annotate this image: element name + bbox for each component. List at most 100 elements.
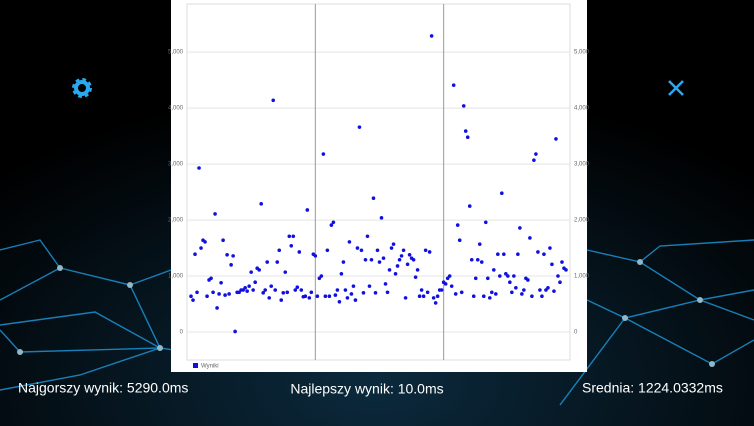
data-point <box>546 285 550 290</box>
data-point <box>423 248 428 253</box>
data-point <box>534 152 538 156</box>
data-point <box>305 208 310 212</box>
data-point <box>528 236 532 240</box>
data-point <box>249 270 253 274</box>
data-point <box>556 274 560 278</box>
data-point <box>205 294 209 298</box>
data-point <box>285 290 290 295</box>
data-point <box>287 234 292 239</box>
data-point <box>469 258 474 262</box>
data-point <box>391 242 396 246</box>
data-point <box>251 288 255 292</box>
data-point <box>443 282 448 286</box>
data-point <box>191 298 195 302</box>
data-point <box>345 296 350 300</box>
data-point <box>395 264 400 268</box>
data-point <box>520 292 524 296</box>
data-point <box>508 280 512 284</box>
data-point <box>327 294 332 298</box>
data-point <box>512 274 516 278</box>
data-point <box>315 294 320 298</box>
data-point <box>259 202 263 206</box>
data-point <box>381 256 386 260</box>
data-point <box>245 289 249 293</box>
legend-label: Wyniki <box>201 364 219 370</box>
data-point <box>425 290 430 295</box>
data-point <box>407 252 412 257</box>
data-point <box>526 278 530 282</box>
data-point <box>487 296 492 300</box>
worst-score: Najgorszy wynik: 5290.0ms <box>18 380 188 396</box>
data-point <box>223 293 227 297</box>
data-point <box>335 288 340 292</box>
data-point <box>247 284 251 288</box>
data-point <box>269 284 274 288</box>
data-point <box>325 248 330 253</box>
data-point <box>518 226 522 230</box>
data-point <box>309 290 314 295</box>
data-point <box>373 291 378 295</box>
data-point <box>263 288 268 292</box>
data-point <box>217 292 221 296</box>
close-stroke <box>668 80 684 96</box>
data-point <box>349 292 354 296</box>
data-point <box>552 289 556 293</box>
close-button[interactable] <box>668 80 684 96</box>
data-point <box>211 290 215 295</box>
data-point <box>496 252 500 257</box>
data-point <box>463 129 468 133</box>
y-tick-label: 5,000 <box>168 50 184 56</box>
data-point <box>225 252 229 257</box>
data-point <box>413 275 418 279</box>
data-point <box>375 248 380 253</box>
average-score: Srednia: 1224.0332ms <box>582 380 723 396</box>
data-point <box>231 254 235 258</box>
data-point <box>379 216 384 220</box>
data-point <box>189 294 193 298</box>
data-point <box>498 274 502 278</box>
data-point <box>275 260 280 264</box>
data-point <box>343 288 348 292</box>
data-point <box>433 301 438 305</box>
network-nodes <box>17 259 715 367</box>
data-point <box>279 298 284 302</box>
data-point <box>419 288 424 292</box>
data-point <box>429 34 434 38</box>
data-point <box>530 294 534 298</box>
data-point <box>367 284 372 288</box>
chart-panel <box>171 0 587 372</box>
data-point <box>331 220 336 225</box>
data-point <box>431 296 436 300</box>
plot-area <box>186 3 571 361</box>
data-point <box>341 260 346 264</box>
data-point <box>421 294 426 298</box>
data-point <box>365 234 370 239</box>
data-point <box>195 290 199 295</box>
settings-button[interactable] <box>72 78 92 98</box>
data-point <box>281 291 286 295</box>
data-point <box>451 83 456 87</box>
data-point <box>321 152 326 156</box>
data-point <box>197 166 201 170</box>
data-point <box>323 294 328 298</box>
data-point <box>303 294 308 298</box>
data-point <box>492 268 496 272</box>
y-tick-label: 0 <box>180 330 184 336</box>
data-point <box>389 246 394 250</box>
data-point <box>253 280 257 284</box>
data-point <box>502 252 506 257</box>
data-point <box>297 250 302 254</box>
data-point <box>405 262 410 267</box>
data-point <box>415 268 420 272</box>
y2-tick-label: 2,000 <box>574 218 590 224</box>
data-point <box>215 306 219 310</box>
data-point <box>261 291 265 295</box>
data-point <box>510 290 514 295</box>
data-point <box>339 271 344 276</box>
data-point <box>283 270 288 274</box>
data-point <box>319 274 324 278</box>
data-point <box>489 290 494 295</box>
data-point <box>299 288 304 292</box>
data-point <box>221 238 225 243</box>
data-point <box>387 268 392 272</box>
